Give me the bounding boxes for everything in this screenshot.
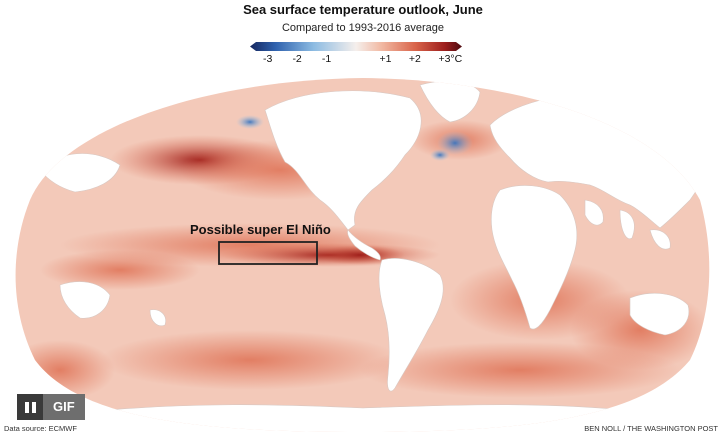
page-subtitle: Compared to 1993-2016 average (281, 22, 445, 34)
legend-tick-label: -1 (321, 53, 332, 65)
color-legend: -3 -2 -1 +1 +2 +3°C (250, 40, 462, 70)
world-map (15, 78, 710, 432)
legend-tick-label: +3°C (438, 53, 463, 65)
legend-tick-label: -2 (292, 53, 302, 65)
data-source: Data source: ECMWF (4, 424, 77, 433)
el-nino-annotation: Possible super El Niño (190, 222, 331, 237)
pause-icon-bar-2 (31, 401, 36, 413)
legend-tick-label: -3 (262, 53, 273, 65)
gif-controls: GIF (17, 394, 85, 420)
legend-tick-label: +1 (379, 53, 392, 65)
legend-color-bar (250, 42, 462, 51)
credit-line: BEN NOLL / THE WASHINGTON POST (584, 424, 718, 433)
page-title: Sea surface temperature outlook, June (243, 2, 483, 17)
pause-button[interactable] (17, 394, 43, 420)
pause-icon (24, 401, 29, 413)
legend-tick-label: +2 (408, 53, 421, 65)
el-nino-region-box (218, 241, 318, 265)
gif-button[interactable]: GIF (43, 394, 85, 420)
